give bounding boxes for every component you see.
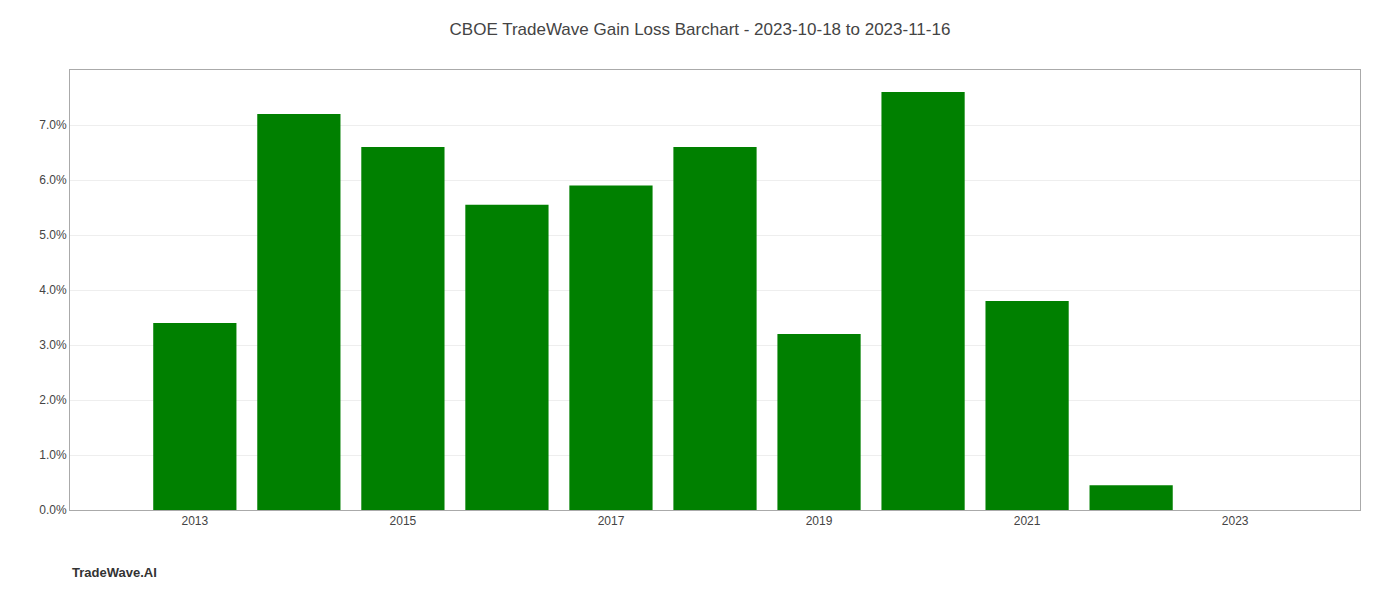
svg-text:2013: 2013 (181, 514, 208, 528)
svg-text:1.0%: 1.0% (39, 448, 67, 462)
svg-text:2017: 2017 (598, 514, 625, 528)
svg-text:2023: 2023 (1222, 514, 1249, 528)
svg-text:3.0%: 3.0% (39, 338, 67, 352)
svg-text:4.0%: 4.0% (39, 283, 67, 297)
svg-text:2019: 2019 (806, 514, 833, 528)
svg-text:0.0%: 0.0% (39, 503, 67, 517)
svg-text:TradeWave.AI: TradeWave.AI (72, 565, 157, 580)
svg-text:2015: 2015 (390, 514, 417, 528)
svg-text:2021: 2021 (1014, 514, 1041, 528)
svg-text:7.0%: 7.0% (39, 118, 67, 132)
svg-text:2.0%: 2.0% (39, 393, 67, 407)
svg-text:CBOE TradeWave Gain Loss Barch: CBOE TradeWave Gain Loss Barchart - 2023… (450, 20, 951, 39)
svg-text:5.0%: 5.0% (39, 228, 67, 242)
svg-text:6.0%: 6.0% (39, 173, 67, 187)
